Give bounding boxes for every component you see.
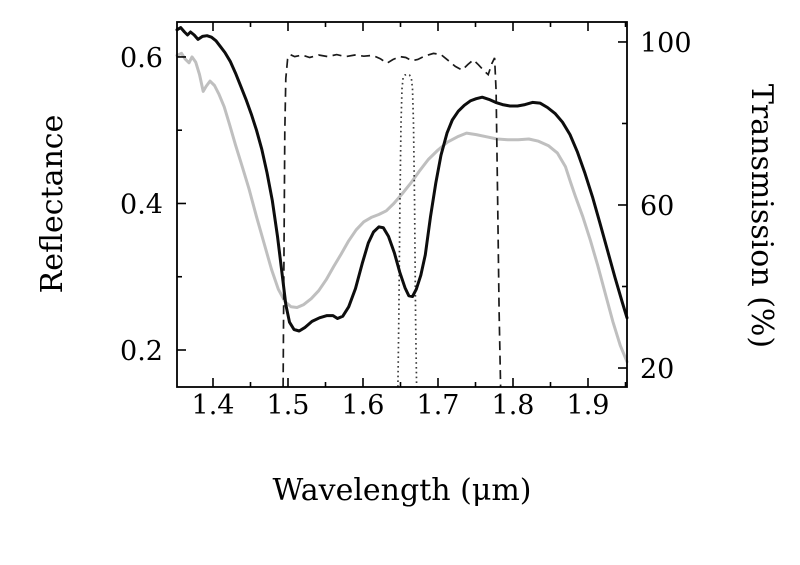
series-narrow-filter-bandpass [397,73,418,387]
x-tick-label: 1.4 [192,390,235,421]
axes-frame [176,21,628,388]
y-right-tick-label: 20 [640,354,674,385]
x-tick-label: 1.9 [567,390,610,421]
series-dark-reflectance-spectrum [175,26,629,333]
x-tick-label: 1.5 [267,390,310,421]
y-left-tick-label: 0.2 [120,336,163,367]
y-right-tick-label: 60 [640,191,674,222]
x-tick-label: 1.7 [417,390,460,421]
left-y-axis-title: Reflectance [35,115,70,294]
series-wide-filter-bandpass [282,52,502,387]
series-light-reflectance-spectrum [175,51,629,364]
plot-area: 1.4 1.5 1.6 1.7 1.8 1.9 0.2 0.4 0.6 20 60 100 [120,21,692,421]
y-left-tick-label: 0.4 [120,189,163,220]
y-right-tick-label: 100 [640,28,692,59]
right-y-axis-title: Transmission (%) [744,84,779,348]
y-left-tick-label: 0.6 [120,43,163,74]
x-tick-label: 1.6 [342,390,385,421]
x-axis-title: Wavelength (μm) [273,473,532,508]
x-tick-label: 1.8 [492,390,535,421]
